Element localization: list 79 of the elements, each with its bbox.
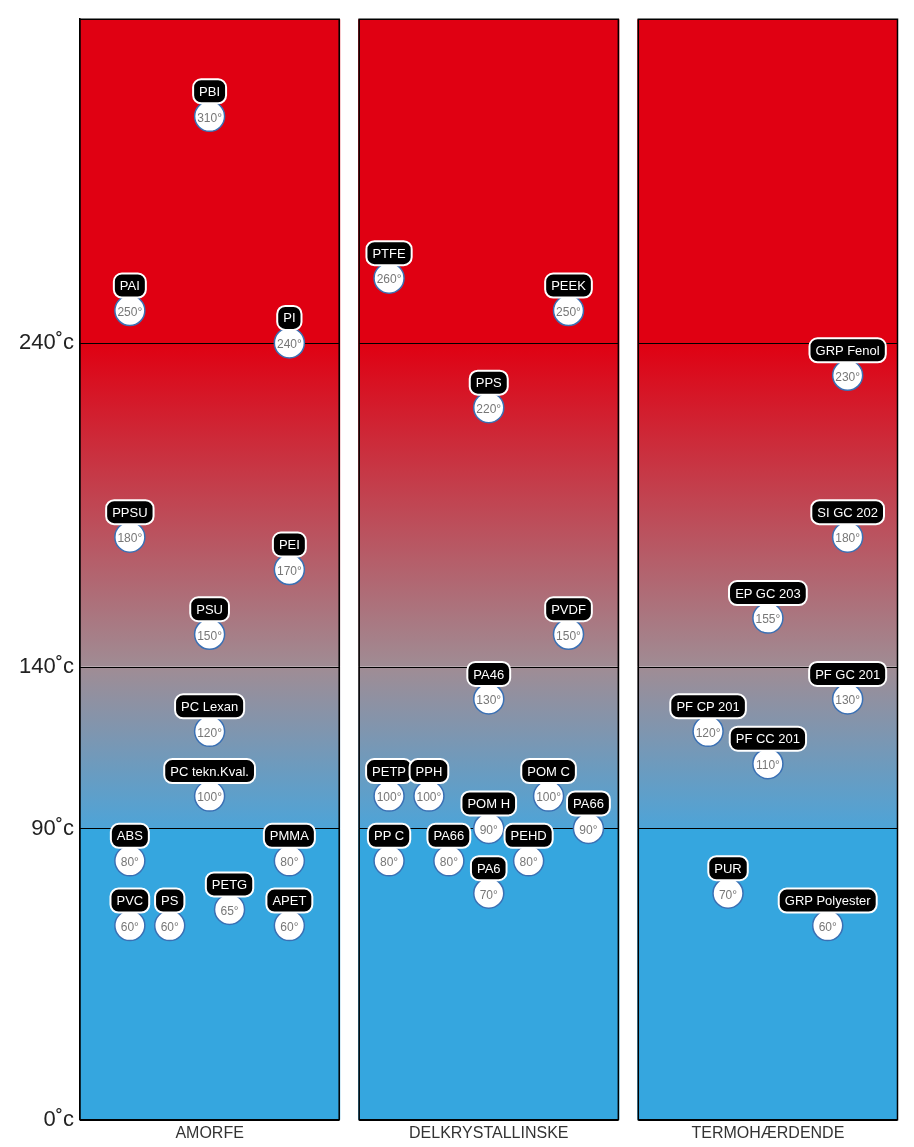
- series-label: PPSU: [112, 504, 148, 520]
- series-label: PP C: [374, 828, 405, 844]
- y-tick-label: 140˚c: [18, 652, 74, 678]
- data-label: 220°: [476, 401, 502, 416]
- series-label: PSU: [196, 601, 223, 617]
- data-label: 90°: [479, 822, 499, 837]
- series-label: PTFE: [372, 245, 406, 261]
- x-tick-label: AMORFE: [175, 1123, 244, 1141]
- series-label: PA66: [573, 796, 604, 812]
- series-label: PETG: [211, 876, 248, 892]
- series-label: PA66: [433, 828, 465, 844]
- series-label: PPH: [415, 763, 443, 779]
- series-label: PC Lexan: [181, 698, 239, 714]
- data-label: 310°: [197, 110, 223, 125]
- data-label: 180°: [117, 531, 143, 546]
- series-label: PA46: [473, 666, 505, 682]
- data-label: 110°: [755, 758, 781, 773]
- series-label: PUR: [714, 860, 742, 876]
- series-label: PBI: [199, 83, 221, 99]
- series-label: PA6: [476, 860, 501, 876]
- series-label: APET: [272, 893, 307, 909]
- data-label: 100°: [376, 790, 402, 805]
- series-label: PVC: [116, 893, 144, 909]
- data-label: 100°: [416, 790, 442, 805]
- series-label: PPS: [475, 375, 503, 391]
- series-label: PI: [283, 310, 296, 326]
- data-label: 60°: [280, 919, 299, 934]
- data-label: 130°: [476, 693, 502, 708]
- data-label: 70°: [718, 887, 738, 902]
- data-label: 120°: [695, 725, 721, 740]
- data-label: 100°: [197, 790, 223, 805]
- data-label: 170°: [276, 563, 302, 578]
- data-label: 80°: [120, 855, 140, 870]
- data-label: 80°: [379, 855, 399, 870]
- series-label: POM H: [467, 796, 511, 812]
- x-tick-label: TERMOHÆRDENDE: [691, 1123, 845, 1141]
- series-label: PF GC 201: [815, 666, 881, 682]
- series-label: GRP Fenol: [815, 342, 880, 358]
- data-label: 120°: [197, 725, 223, 740]
- data-label: 100°: [536, 790, 562, 805]
- data-label: 60°: [818, 919, 837, 934]
- series-label: PF CC 201: [735, 731, 801, 747]
- series-label: GRP Polyester: [784, 893, 872, 909]
- data-label: 70°: [479, 887, 499, 902]
- data-label: 90°: [579, 822, 598, 837]
- data-label: 260°: [376, 272, 402, 287]
- series-label: PEEK: [551, 278, 587, 294]
- data-label: 80°: [439, 855, 459, 870]
- data-label: 155°: [755, 612, 781, 627]
- series-label: PVDF: [551, 601, 586, 617]
- series-label: PAI: [119, 278, 140, 294]
- series-label: PMMA: [269, 828, 310, 844]
- series-label: PF CP 201: [676, 698, 740, 714]
- y-tick-label: 90˚c: [31, 814, 74, 840]
- y-tick-label: 0˚c: [43, 1105, 74, 1131]
- data-label: 180°: [835, 531, 861, 546]
- data-label: 65°: [220, 903, 239, 918]
- series-label: PEI: [278, 537, 300, 553]
- series-label: PC tekn.Kval.: [170, 763, 249, 779]
- series-label: SI GC 202: [817, 504, 878, 520]
- data-label: 60°: [120, 919, 140, 934]
- data-label: 230°: [835, 369, 861, 384]
- data-label: 130°: [835, 693, 861, 708]
- series-label: PEHD: [510, 828, 547, 844]
- data-label: 240°: [276, 337, 302, 352]
- data-label: 250°: [556, 304, 582, 319]
- series-label: PETP: [372, 763, 407, 779]
- data-label: 60°: [160, 919, 179, 934]
- data-label: 150°: [556, 628, 582, 643]
- data-label: 80°: [519, 855, 538, 870]
- series-label: ABS: [116, 828, 144, 844]
- y-tick-label: 240˚c: [18, 328, 74, 354]
- series-label: POM C: [527, 763, 570, 779]
- series-label: EP GC 203: [735, 585, 801, 601]
- series-label: PS: [161, 893, 179, 909]
- data-label: 250°: [117, 304, 143, 319]
- data-label: 150°: [197, 628, 223, 643]
- data-label: 80°: [280, 855, 299, 870]
- x-tick-label: DELKRYSTALLINSKE: [409, 1123, 569, 1141]
